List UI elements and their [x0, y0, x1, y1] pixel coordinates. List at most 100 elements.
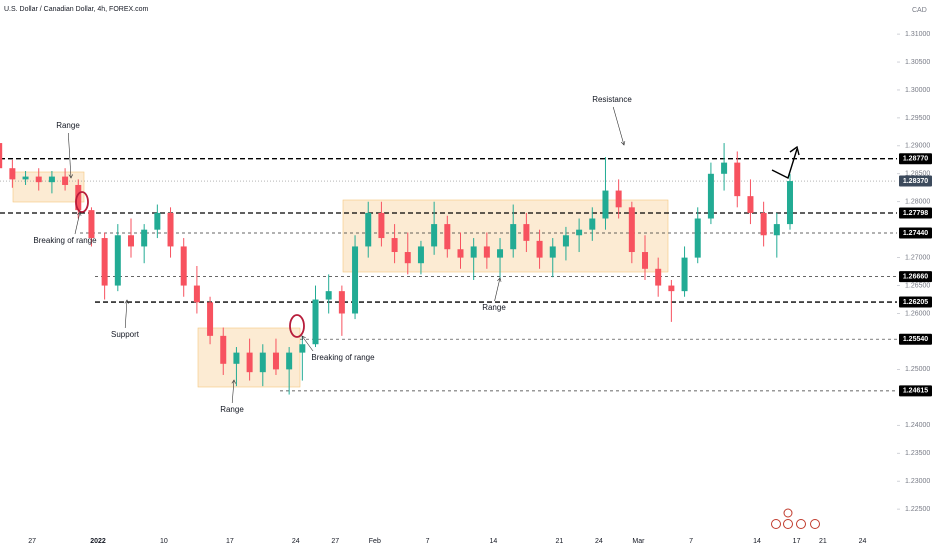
level-label: 1.26660	[903, 273, 928, 280]
candle-body	[141, 229, 148, 247]
candle-body	[75, 184, 82, 211]
candle-body	[668, 285, 675, 292]
x-tick-label: 27	[28, 538, 36, 545]
candle-body	[62, 176, 69, 185]
y-tick-label: 1.23500	[905, 450, 930, 457]
candle-body	[747, 196, 754, 213]
arrow-head	[231, 379, 236, 384]
candle-body	[760, 212, 767, 236]
candle-body	[220, 335, 227, 364]
arrow-head	[620, 141, 626, 146]
level-label: 1.28370	[903, 178, 928, 185]
candle-body	[417, 246, 424, 264]
candle-body	[483, 246, 490, 258]
candle-body	[523, 224, 530, 241]
candle-body	[734, 162, 741, 197]
candle-body	[352, 246, 359, 314]
y-tick-label: 1.27000	[905, 254, 930, 261]
candle-body	[707, 173, 714, 219]
annotation: Breaking of range	[311, 353, 375, 362]
candle-body	[642, 252, 649, 269]
level-label-box	[899, 271, 932, 283]
range-box	[342, 199, 669, 273]
y-tick-label: 1.29500	[905, 115, 930, 122]
annotation-arrow	[494, 277, 501, 302]
x-tick-label: Mar	[632, 538, 645, 545]
candle-body	[127, 235, 134, 247]
x-tick-label: 21	[555, 538, 563, 545]
candle-body	[681, 257, 688, 292]
candle-body	[773, 224, 780, 236]
annotation-arrow	[612, 106, 625, 146]
y-tick-label: 1.30000	[905, 87, 930, 94]
candle-body	[470, 246, 477, 258]
x-tick-label: 24	[595, 538, 603, 545]
x-tick-label: 17	[793, 538, 801, 545]
range-box	[12, 171, 85, 203]
level-label-box	[899, 385, 932, 397]
level-label: 1.27440	[903, 230, 928, 237]
y-tick-label: 1.29000	[905, 143, 930, 150]
candle-body	[299, 344, 306, 353]
projection-head	[789, 145, 800, 156]
level-label: 1.24615	[903, 388, 928, 395]
candle-body	[615, 190, 622, 208]
y-tick-label: 1.31000	[905, 31, 930, 38]
annotation: Range	[220, 405, 244, 414]
annotation: Support	[111, 330, 140, 339]
annotation-arrow	[231, 379, 235, 404]
candle-body	[628, 207, 635, 253]
level-label-box	[899, 207, 932, 219]
candle-body	[325, 291, 332, 300]
annotation: Range	[482, 303, 506, 312]
y-tick-label: 1.26000	[905, 310, 930, 317]
annotation: Resistance	[592, 95, 632, 104]
candle-body	[457, 249, 464, 258]
candle-body	[9, 168, 16, 180]
candle-body	[88, 210, 95, 239]
x-tick-label: 27	[331, 538, 339, 545]
x-tick-label: 24	[859, 538, 867, 545]
arrow-head	[497, 277, 502, 282]
candle-body	[114, 235, 121, 286]
arrow-head	[301, 335, 306, 341]
break-circle	[289, 314, 305, 338]
annotation: Breaking of range	[33, 236, 97, 245]
annotation-arrow	[74, 211, 81, 235]
x-tick-label: 17	[226, 538, 234, 545]
x-tick-label: 14	[490, 538, 498, 545]
arrow-head	[68, 174, 73, 179]
annotation-arrow	[301, 335, 314, 352]
range-boxes	[12, 171, 669, 388]
candle-body	[180, 246, 187, 286]
level-label: 1.27798	[903, 210, 928, 217]
y-tick-label: 1.25000	[905, 366, 930, 373]
candle-body	[549, 246, 556, 258]
candle-body	[338, 291, 345, 314]
candle-body	[207, 302, 214, 336]
event-icon	[783, 508, 793, 518]
x-tick-label: 7	[689, 538, 693, 545]
level-label-box	[899, 333, 932, 345]
candle-body	[589, 218, 596, 230]
candle-body	[286, 352, 293, 370]
event-icon	[796, 519, 806, 529]
y-tick-label: 1.26500	[905, 282, 930, 289]
event-icon	[783, 519, 793, 529]
candle-body	[444, 224, 451, 250]
arrow-head	[77, 211, 82, 216]
y-tick-label: 1.28500	[905, 171, 930, 178]
annotation: Range	[56, 121, 80, 130]
level-label-box	[899, 153, 932, 165]
event-icon	[810, 519, 820, 529]
x-tick-label: Feb	[369, 538, 381, 545]
candle-body	[154, 212, 161, 230]
x-tick-label: 21	[819, 538, 827, 545]
candle-body	[576, 229, 583, 236]
y-tick-label: 1.24000	[905, 422, 930, 429]
candle-body	[536, 240, 543, 258]
level-label-box	[899, 296, 932, 308]
x-tick-label: 24	[292, 538, 300, 545]
arrow-head	[124, 299, 129, 304]
